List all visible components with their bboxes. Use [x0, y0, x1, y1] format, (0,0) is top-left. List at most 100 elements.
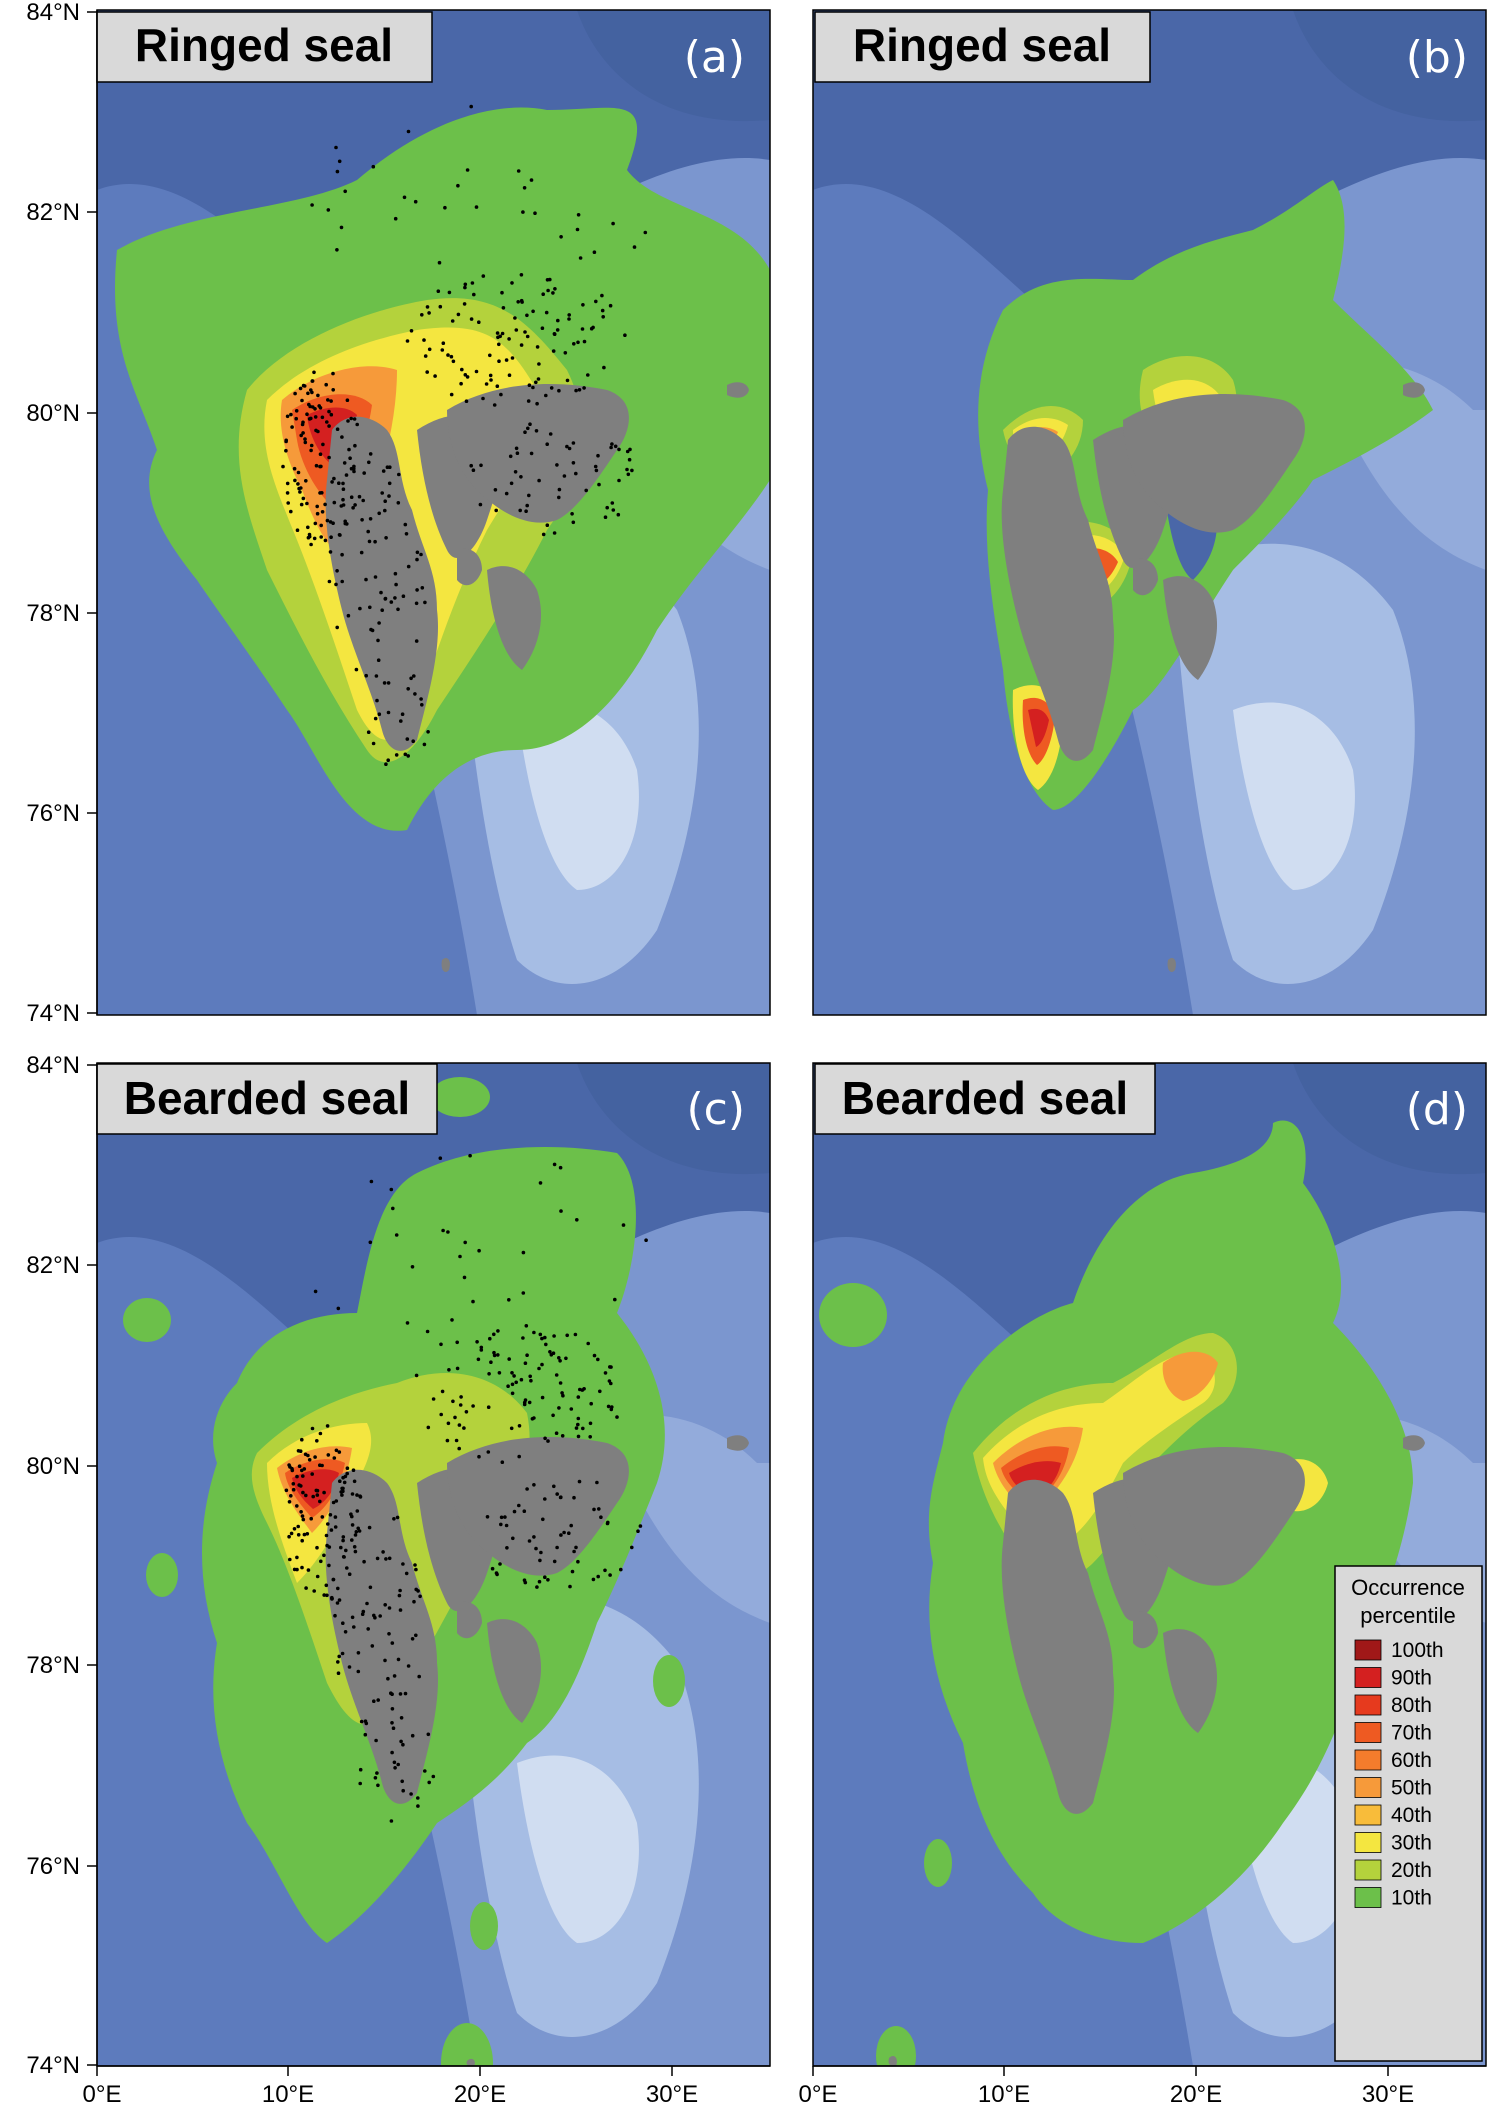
sighting-point [400, 1779, 405, 1784]
sighting-point [413, 1563, 417, 1567]
sighting-point [626, 472, 631, 477]
sighting-point [310, 1426, 315, 1431]
sighting-point [361, 498, 366, 503]
sighting-point [341, 1475, 345, 1480]
lat-tick-label: 80°N [26, 400, 80, 427]
sighting-point [488, 373, 493, 378]
sighting-point [538, 1332, 543, 1337]
sighting-point [295, 1555, 299, 1560]
sighting-point [285, 491, 290, 495]
sighting-point [310, 390, 314, 395]
sighting-point [320, 510, 325, 514]
sighting-point [510, 1371, 514, 1375]
sighting-point [522, 1578, 527, 1582]
legend-swatch [1354, 1639, 1382, 1661]
sighting-point [414, 1567, 418, 1572]
sighting-point [554, 1373, 559, 1377]
sighting-point [387, 1606, 392, 1610]
legend-swatch [1354, 1887, 1382, 1908]
sighting-point [396, 1657, 401, 1662]
sighting-point [340, 435, 344, 439]
sighting-point [537, 1579, 542, 1584]
sighting-point [586, 373, 590, 377]
sighting-point [298, 490, 302, 494]
sighting-point [638, 1524, 643, 1528]
sighting-point [558, 1359, 562, 1363]
sighting-point [610, 442, 614, 446]
sighting-point [555, 463, 559, 467]
sighting-point [337, 159, 342, 164]
sighting-point [457, 1423, 462, 1427]
sighting-point [414, 601, 419, 606]
sighting-point [514, 1380, 518, 1385]
sighting-point [406, 754, 411, 758]
sighting-point [322, 1553, 326, 1558]
observation-points [284, 1153, 648, 1823]
sighting-point [576, 1395, 581, 1399]
sighting-point [353, 503, 357, 507]
sighting-point [471, 468, 476, 473]
sighting-point [584, 488, 588, 493]
sighting-point [333, 1525, 338, 1529]
sighting-point [287, 1500, 292, 1504]
observation-points [281, 104, 648, 766]
sighting-point [392, 1674, 397, 1678]
sighting-point [611, 221, 615, 226]
sighting-point [526, 426, 530, 431]
sighting-point [617, 447, 621, 452]
sighting-point [521, 210, 525, 214]
sighting-point [307, 532, 312, 537]
sighting-point [405, 339, 410, 343]
sighting-point [348, 456, 352, 461]
lat-tick-label: 84°N [26, 1052, 80, 1079]
sighting-point [355, 1493, 359, 1497]
sighting-point [576, 1559, 580, 1564]
legend-swatch [1354, 1832, 1382, 1853]
sighting-point [313, 415, 318, 419]
sighting-point [541, 1517, 545, 1522]
sighting-point [495, 331, 500, 335]
legend-swatch [1354, 1749, 1382, 1771]
latitude-axis-top: 84°N 82°N 80°N 78°N 76°N 74°N [26, 0, 98, 1027]
sighting-point [525, 313, 529, 318]
sighting-point [555, 1492, 559, 1496]
sighting-point [610, 501, 615, 505]
legend-items: 100th 90th 80th 70th 60th 50th 40th 30th 20th 10t… [1354, 1639, 1444, 1910]
sighting-point [495, 1572, 499, 1577]
sighting-point [294, 409, 299, 413]
sighting-point [366, 529, 371, 534]
sighting-point [443, 205, 447, 210]
legend-label: 20th [1391, 1859, 1432, 1882]
sighting-point [308, 404, 312, 409]
sighting-point [341, 1538, 345, 1543]
sighting-point [365, 1601, 369, 1606]
lon-tick-label: 10°E [262, 2081, 314, 2108]
sighting-point [306, 525, 310, 530]
sighting-point [406, 687, 411, 691]
sighting-point [327, 1563, 331, 1568]
sighting-point [609, 1381, 613, 1386]
sighting-point [299, 1484, 303, 1488]
sighting-point [525, 334, 530, 339]
sighting-point [368, 1585, 373, 1590]
sighting-point [385, 465, 390, 470]
sighting-point [411, 739, 416, 743]
sighting-point [327, 409, 331, 414]
sighting-point [603, 1568, 607, 1573]
sighting-point [309, 542, 313, 547]
sighting-point [290, 425, 294, 429]
sighting-point [315, 1574, 320, 1579]
sighting-point [291, 1487, 296, 1492]
sighting-point [523, 1398, 528, 1402]
sighting-point [519, 1377, 524, 1382]
legend-swatch [1354, 1804, 1382, 1826]
sighting-point [360, 518, 364, 522]
sighting-point [313, 407, 317, 411]
sighting-point [312, 1589, 316, 1593]
sighting-point [364, 577, 368, 582]
sighting-point [376, 638, 380, 643]
sighting-point [314, 463, 319, 468]
sighting-point [457, 1446, 462, 1451]
sighting-point [591, 1577, 596, 1582]
sighting-point [537, 478, 541, 483]
